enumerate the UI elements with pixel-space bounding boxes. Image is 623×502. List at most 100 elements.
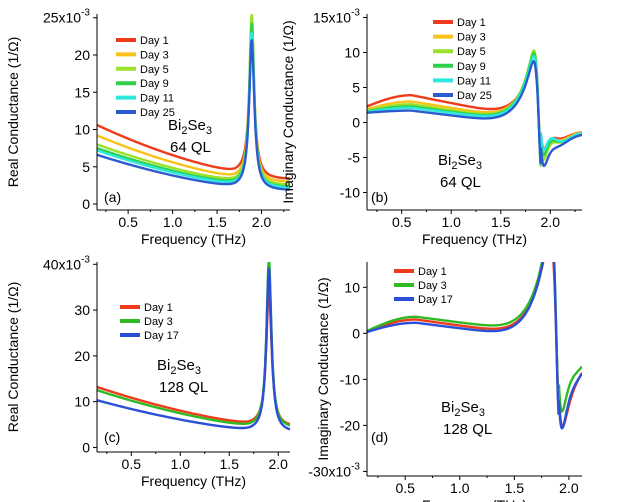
legend-label: Day 3 bbox=[140, 49, 169, 61]
x-tick-label: 2.0 bbox=[541, 214, 561, 230]
formula-element: Bi bbox=[438, 152, 451, 169]
sample-thickness: 128 QL bbox=[443, 421, 492, 438]
legend-label: Day 1 bbox=[140, 35, 169, 47]
panel-label: (c) bbox=[104, 429, 120, 445]
y-tick-label: 0 bbox=[352, 115, 360, 131]
legend-label: Day 11 bbox=[457, 75, 491, 87]
x-tick-label: 2.0 bbox=[252, 214, 272, 230]
x-tick-label: 0.5 bbox=[392, 214, 412, 230]
panel-b: 0.5 1.0 1.5 2.0 -10 -5 0 5 10 15x10-3 Frequency (T… bbox=[280, 8, 582, 247]
formula-subscript: 3 bbox=[206, 125, 212, 137]
legend-label: Day 5 bbox=[457, 46, 486, 58]
series-line-day-11 bbox=[367, 55, 582, 164]
x-tick-label: 1.5 bbox=[491, 214, 511, 230]
series-line-day-17 bbox=[367, 262, 582, 430]
x-tick-label: 1.5 bbox=[505, 480, 525, 496]
multiplier-exponent: -3 bbox=[351, 461, 360, 472]
sample-formula: Bi2Se3 bbox=[438, 152, 482, 172]
y-tick-label: -10 bbox=[340, 185, 360, 201]
formula-subscript: 3 bbox=[476, 160, 482, 172]
series-line-day-25 bbox=[367, 60, 582, 168]
formula-element: Se bbox=[460, 399, 478, 416]
y-tick-label: 30 bbox=[74, 302, 90, 318]
panel-label: (b) bbox=[371, 189, 388, 205]
legend-label: Day 3 bbox=[457, 32, 486, 44]
legend-label: Day 25 bbox=[457, 90, 492, 102]
legend-label: Day 1 bbox=[457, 17, 486, 29]
series-group bbox=[97, 14, 290, 191]
legend: Day 1 Day 3 Day 17 bbox=[394, 266, 453, 306]
formula-element: Bi bbox=[441, 399, 454, 416]
y-tick-label: 0 bbox=[82, 439, 90, 455]
series-line-day-25 bbox=[97, 39, 290, 191]
x-tick-label: 1.5 bbox=[220, 456, 240, 472]
legend-label: Day 3 bbox=[418, 280, 447, 292]
x-tick-label: 2.0 bbox=[559, 480, 579, 496]
formula-element: Se bbox=[187, 117, 205, 134]
multiplier-base: x10 bbox=[59, 256, 82, 272]
formula-subscript: 2 bbox=[181, 125, 187, 137]
multiplier-exponent: -3 bbox=[351, 8, 360, 19]
panel-d: 0.5 1.0 1.5 2.0 -30x10-3 -20 -10 0 10 Frequency (… bbox=[308, 262, 582, 502]
series-group bbox=[97, 262, 290, 431]
y-axis-title: Real Conductance (1/Ω) bbox=[5, 37, 21, 188]
multiplier-base: x10 bbox=[329, 10, 352, 26]
series-line-day-17 bbox=[97, 267, 290, 431]
formula-subscript: 3 bbox=[479, 407, 485, 419]
y-tick-label: 20 bbox=[74, 348, 90, 364]
x-tick-label: 1.5 bbox=[207, 214, 227, 230]
y-tick-label: 0 bbox=[82, 196, 90, 212]
y-tick-value: 40 bbox=[43, 256, 59, 272]
x-tick-label: 0.5 bbox=[395, 480, 415, 496]
y-tick-label: 0 bbox=[352, 325, 360, 341]
y-axis-title: Imaginary Conductance (1/Ω) bbox=[315, 277, 331, 460]
series-group bbox=[367, 262, 582, 430]
y-tick-label-with-multiplier: 25x10-3 bbox=[43, 8, 90, 26]
y-tick-label: 10 bbox=[344, 45, 360, 61]
series-line-day-5 bbox=[367, 49, 582, 167]
x-tick-label: 2.0 bbox=[269, 456, 289, 472]
y-tick-label: 10 bbox=[74, 394, 90, 410]
formula-subscript: 3 bbox=[195, 365, 201, 377]
legend-label: Day 17 bbox=[144, 330, 179, 342]
formula-element: Bi bbox=[157, 357, 170, 374]
formula-element: Se bbox=[176, 357, 194, 374]
x-tick-label: 1.0 bbox=[450, 480, 470, 496]
panel-label: (d) bbox=[371, 429, 388, 445]
sample-thickness: 64 QL bbox=[170, 139, 211, 156]
y-tick-label: -5 bbox=[348, 150, 361, 166]
x-tick-label: 1.0 bbox=[163, 214, 183, 230]
multiplier-exponent: -3 bbox=[81, 254, 90, 265]
legend-label: Day 1 bbox=[144, 302, 173, 314]
panel-a: 0.5 1.0 1.5 2.0 0 5 10 15 20 25x10-3 Frequency (TH… bbox=[5, 8, 290, 247]
series-line-day-1 bbox=[367, 262, 582, 428]
y-tick-label-with-multiplier: 15x10-3 bbox=[313, 8, 360, 26]
sample-formula: Bi2Se3 bbox=[441, 399, 485, 419]
y-tick-label: 5 bbox=[82, 159, 90, 175]
legend-label: Day 11 bbox=[140, 93, 174, 105]
formula-subscript: 2 bbox=[451, 160, 457, 172]
x-tick-label: 1.0 bbox=[441, 214, 461, 230]
x-axis-title: Frequency (THz) bbox=[422, 497, 527, 502]
multiplier-base: x10 bbox=[329, 463, 352, 479]
sample-thickness: 64 QL bbox=[440, 174, 481, 191]
y-tick-label: 5 bbox=[352, 80, 360, 96]
panel-label: (a) bbox=[104, 189, 121, 205]
y-tick-label: 20 bbox=[74, 47, 90, 63]
legend-label: Day 9 bbox=[457, 61, 486, 73]
legend: Day 1 Day 3 Day 5 Day 9 Day 11 Day 25 bbox=[433, 17, 492, 102]
y-axis-title: Real Conductance (1/Ω) bbox=[5, 282, 21, 433]
y-tick-label: 15 bbox=[74, 84, 90, 100]
legend-label: Day 1 bbox=[418, 266, 447, 278]
legend-label: Day 17 bbox=[418, 294, 453, 306]
multiplier-exponent: -3 bbox=[81, 8, 90, 19]
y-tick-value: -30 bbox=[308, 463, 328, 479]
y-tick-value: 15 bbox=[313, 10, 329, 26]
y-tick-label: 10 bbox=[74, 122, 90, 138]
x-axis-title: Frequency (THz) bbox=[422, 231, 527, 247]
sample-formula: Bi2Se3 bbox=[168, 117, 212, 137]
y-tick-label: -20 bbox=[340, 417, 360, 433]
y-axis-title: Imaginary Conductance (1/Ω) bbox=[280, 20, 296, 203]
y-tick-label-with-multiplier: -30x10-3 bbox=[308, 461, 360, 479]
